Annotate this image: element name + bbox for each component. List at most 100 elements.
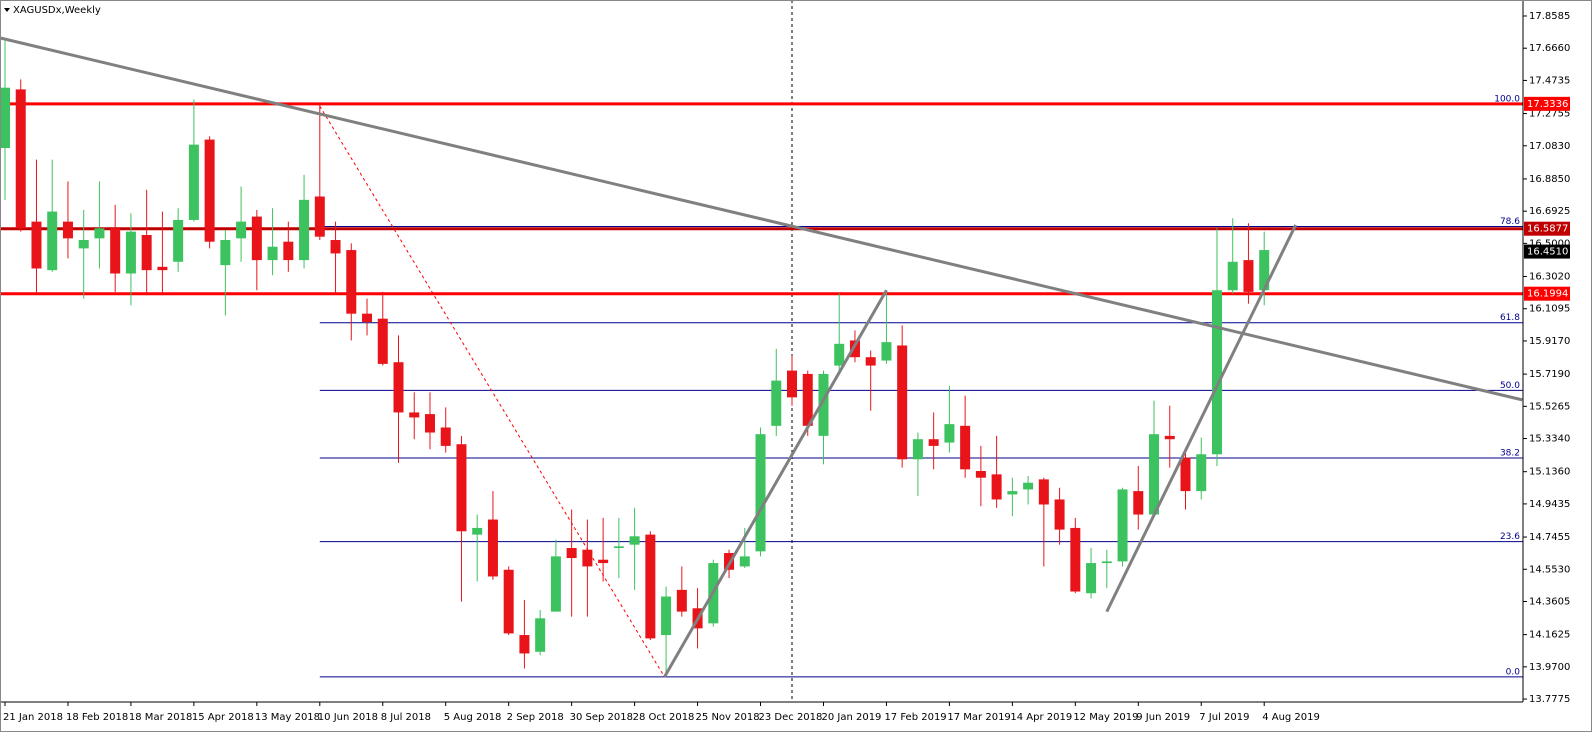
candle-body (849, 340, 860, 358)
candle-body (47, 211, 58, 271)
candle-body (31, 221, 42, 269)
candle-body (1259, 250, 1270, 291)
candle-body (188, 144, 199, 220)
candle-body (960, 425, 971, 470)
candle-body (330, 240, 341, 254)
candle-body (377, 318, 388, 364)
y-tick-label: 14.5530 (1529, 564, 1570, 575)
candle-body (204, 139, 215, 242)
candle-body (1180, 457, 1191, 492)
x-tick-label: 8 Jul 2018 (381, 712, 431, 723)
candle-body (220, 240, 231, 266)
x-tick-label: 21 Jan 2018 (3, 712, 63, 723)
fib-label: 78.6 (1500, 217, 1520, 227)
fib-label: 0.0 (1506, 667, 1521, 677)
candle-body (283, 241, 294, 261)
x-tick-label: 10 Jun 2018 (318, 712, 378, 723)
candle-body (771, 380, 782, 426)
candle-body (1038, 479, 1049, 505)
trendline (0, 36, 1523, 402)
x-tick-label: 5 Aug 2018 (444, 712, 502, 723)
candle-body (173, 219, 184, 262)
fib-label: 50.0 (1500, 381, 1520, 391)
fib-label: 100.0 (1494, 94, 1520, 104)
price-marker-label: 16.5877 (1527, 224, 1568, 235)
price-marker (1524, 244, 1570, 259)
x-tick-label: 23 Dec 2018 (759, 712, 823, 723)
price-marker (1524, 221, 1570, 236)
candle-body (0, 87, 10, 148)
x-tick-label: 17 Feb 2019 (884, 712, 946, 723)
price-marker-label: 17.3336 (1527, 99, 1568, 110)
candle-body (582, 549, 593, 567)
y-tick-label: 17.6660 (1529, 43, 1570, 54)
candle-body (424, 414, 435, 433)
y-tick-label: 15.7190 (1529, 369, 1570, 380)
candle-body (818, 373, 829, 436)
y-tick-label: 16.1095 (1529, 304, 1570, 315)
candle-body (724, 553, 735, 570)
candle-body (503, 569, 514, 634)
x-tick-label: 18 Mar 2018 (129, 712, 192, 723)
candle-body (739, 556, 750, 567)
candle-body (944, 424, 955, 443)
x-tick-label: 2 Sep 2018 (507, 712, 564, 723)
candle-body (440, 427, 451, 446)
x-tick-label: 25 Nov 2018 (696, 712, 760, 723)
candle-body (755, 434, 766, 552)
x-tick-label: 30 Sep 2018 (570, 712, 633, 723)
candle-body (1054, 499, 1065, 530)
candle-body (598, 559, 609, 564)
candle-body (393, 362, 404, 413)
x-tick-label: 17 Mar 2019 (947, 712, 1010, 723)
y-tick-label: 17.0830 (1529, 141, 1570, 152)
y-tick-label: 16.5000 (1529, 238, 1570, 249)
candle-body (314, 196, 325, 237)
candle-body (1211, 290, 1222, 455)
x-tick-label: 4 Aug 2019 (1262, 712, 1320, 723)
x-tick-label: 15 Apr 2018 (192, 712, 254, 723)
fib-label: 61.8 (1500, 313, 1520, 323)
candle-body (535, 618, 546, 652)
y-tick-label: 15.1360 (1529, 467, 1570, 478)
menu-icon[interactable] (4, 8, 10, 12)
candle-body (975, 471, 986, 478)
x-tick-label: 12 May 2019 (1073, 712, 1138, 723)
x-tick-label: 9 Jun 2019 (1136, 712, 1190, 723)
candle-body (834, 343, 845, 366)
candle-body (362, 313, 373, 323)
trendline (663, 289, 888, 678)
candle-body (125, 231, 136, 274)
candle-body (346, 250, 357, 314)
candle-body (912, 439, 923, 460)
candle-body (550, 556, 561, 612)
candle-body (1070, 527, 1081, 592)
y-tick-label: 16.8850 (1529, 174, 1570, 185)
y-tick-label: 17.8585 (1529, 11, 1570, 22)
candle-body (472, 527, 483, 535)
candle-body (928, 439, 939, 446)
y-tick-label: 13.9700 (1529, 662, 1570, 673)
plot-area: 100.0 78.6 61.8 50.0 38.2 23.6 0.0 (0, 0, 1523, 702)
y-tick-label: 16.3020 (1529, 272, 1570, 283)
y-tick-label: 13.7775 (1529, 694, 1570, 705)
y-tick-label: 17.2755 (1529, 109, 1570, 120)
fib-label: 38.2 (1500, 448, 1520, 458)
candle-body (1133, 491, 1144, 515)
candle-body (1117, 489, 1128, 562)
price-marker (1524, 286, 1570, 301)
candle-body (1086, 563, 1097, 594)
candle-body (865, 357, 876, 366)
y-tick-label: 14.1625 (1529, 630, 1570, 641)
y-tick-label: 14.7455 (1529, 532, 1570, 543)
candle-body (802, 373, 813, 426)
candle-body (1149, 434, 1160, 515)
price-marker-label: 16.1994 (1527, 289, 1568, 300)
candle-body (157, 266, 168, 271)
candle-body (613, 546, 624, 549)
candle-body (1164, 435, 1175, 440)
candle-body (1196, 454, 1207, 492)
